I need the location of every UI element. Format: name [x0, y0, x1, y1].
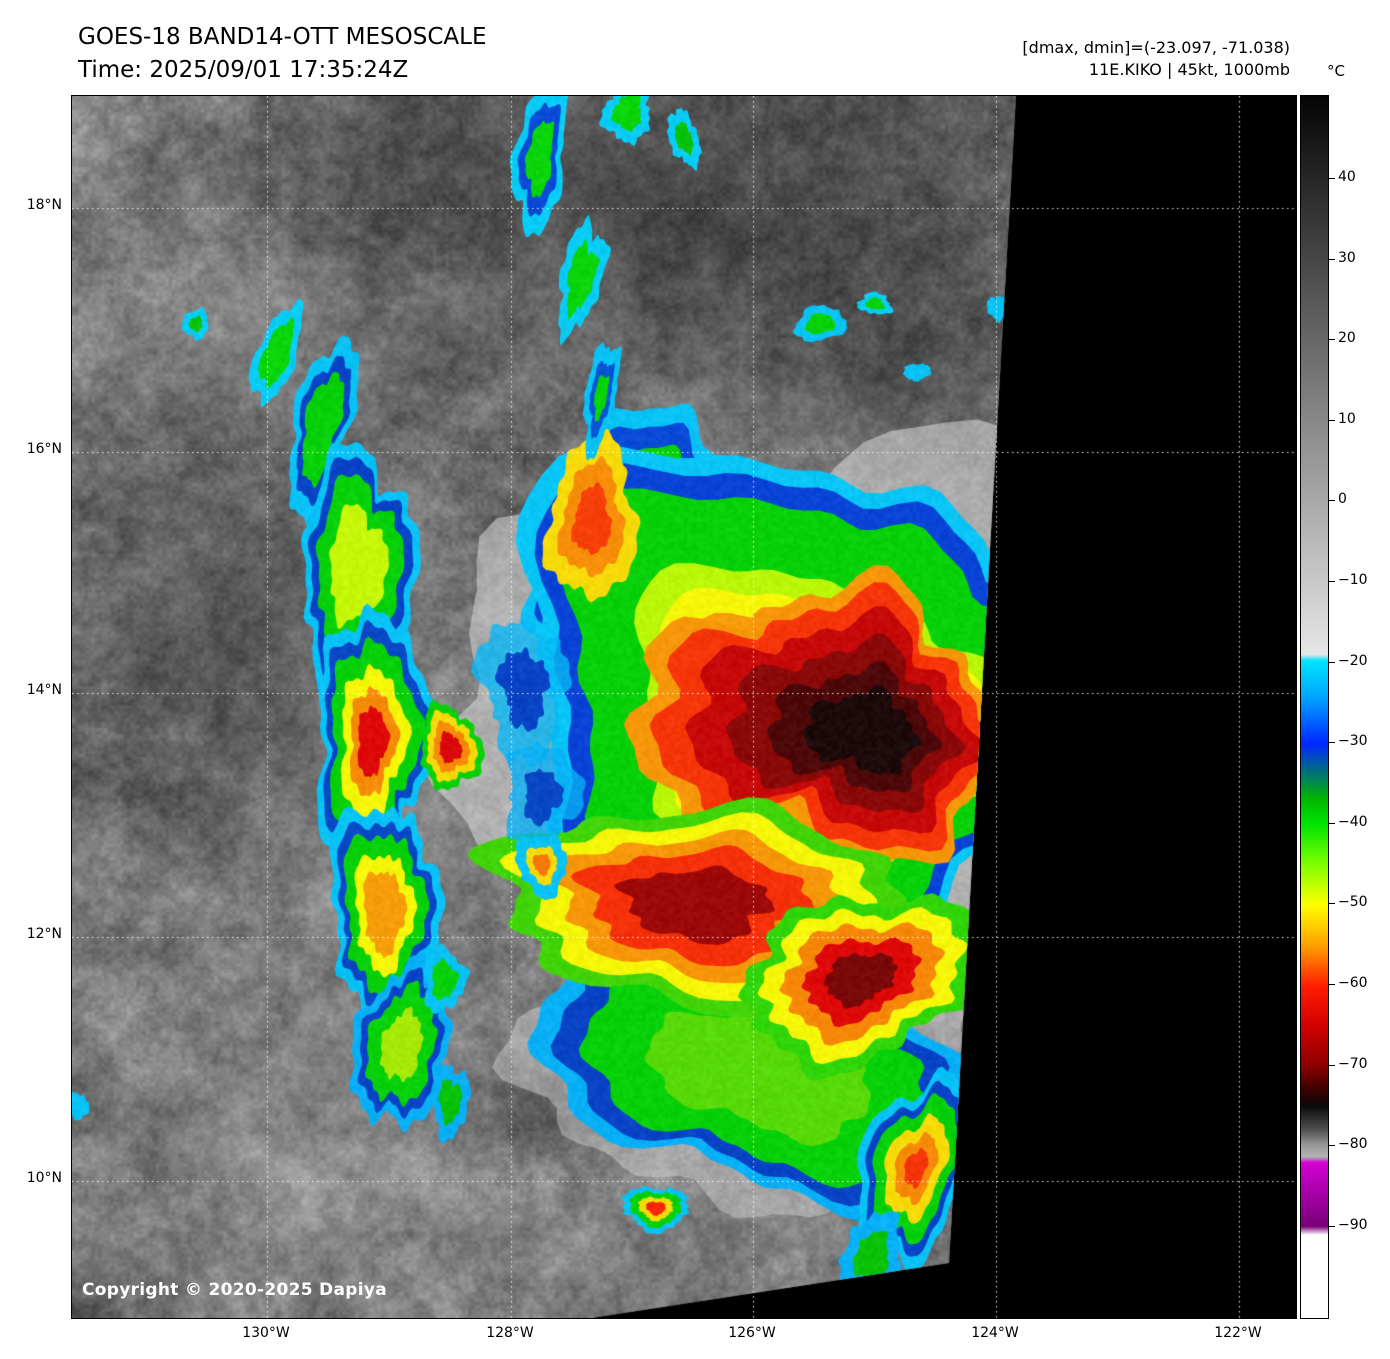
lon-tick-label: 130°W — [242, 1325, 290, 1341]
colorbar-tick-mark — [1329, 661, 1335, 663]
colorbar-tick-label: −20 — [1338, 652, 1368, 669]
lon-tick-label: 128°W — [486, 1325, 534, 1341]
colorbar-tick-label: −50 — [1338, 894, 1368, 911]
storm-info-label: 11E.KIKO | 45kt, 1000mb — [1088, 60, 1290, 79]
lat-tick-label: 10°N — [26, 1170, 62, 1186]
dmax-dmin-label: [dmax, dmin]=(-23.097, -71.038) — [1022, 38, 1290, 57]
colorbar-tick-label: −90 — [1338, 1216, 1368, 1233]
colorbar-gradient — [1301, 96, 1328, 1318]
colorbar-tick-mark — [1329, 1064, 1335, 1066]
colorbar-tick-mark — [1329, 339, 1335, 341]
colorbar-tick-label: −10 — [1338, 572, 1368, 589]
colorbar-tick-mark — [1329, 1145, 1335, 1147]
figure-title: GOES-18 BAND14-OTT MESOSCALE — [78, 24, 487, 50]
colorbar-unit-label: °C — [1327, 62, 1345, 80]
colorbar-tick-mark — [1329, 177, 1335, 179]
colorbar-tick-label: −70 — [1338, 1055, 1368, 1072]
colorbar-tick-mark — [1329, 419, 1335, 421]
colorbar-tick-label: 10 — [1338, 410, 1356, 427]
colorbar-tick-mark — [1329, 903, 1335, 905]
colorbar-tick-mark — [1329, 1225, 1335, 1227]
lat-tick-label: 18°N — [26, 197, 62, 213]
colorbar-tick-mark — [1329, 500, 1335, 502]
lon-tick-label: 126°W — [728, 1325, 776, 1341]
colorbar-tick-label: 20 — [1338, 330, 1356, 347]
colorbar-tick-label: −30 — [1338, 733, 1368, 750]
colorbar-tick-label: 40 — [1338, 168, 1356, 185]
lon-tick-label: 124°W — [971, 1325, 1019, 1341]
lat-tick-label: 14°N — [26, 682, 62, 698]
colorbar-tick-mark — [1329, 984, 1335, 986]
colorbar — [1300, 95, 1329, 1319]
colorbar-tick-label: 30 — [1338, 249, 1356, 266]
lon-tick-label: 122°W — [1214, 1325, 1262, 1341]
colorbar-tick-label: −40 — [1338, 813, 1368, 830]
colorbar-tick-mark — [1329, 822, 1335, 824]
colorbar-tick-label: −60 — [1338, 975, 1368, 992]
figure-time-label: Time: 2025/09/01 17:35:24Z — [78, 57, 409, 83]
colorbar-tick-mark — [1329, 581, 1335, 583]
colorbar-tick-mark — [1329, 742, 1335, 744]
colorbar-tick-mark — [1329, 258, 1335, 260]
satellite-image-canvas — [72, 96, 1296, 1318]
lat-tick-label: 12°N — [26, 926, 62, 942]
copyright-label: Copyright © 2020-2025 Dapiya — [82, 1280, 387, 1300]
lat-tick-label: 16°N — [26, 441, 62, 457]
satellite-map-plot: Copyright © 2020-2025 Dapiya — [71, 95, 1297, 1319]
colorbar-tick-label: −80 — [1338, 1136, 1368, 1153]
colorbar-tick-label: 0 — [1338, 491, 1347, 508]
